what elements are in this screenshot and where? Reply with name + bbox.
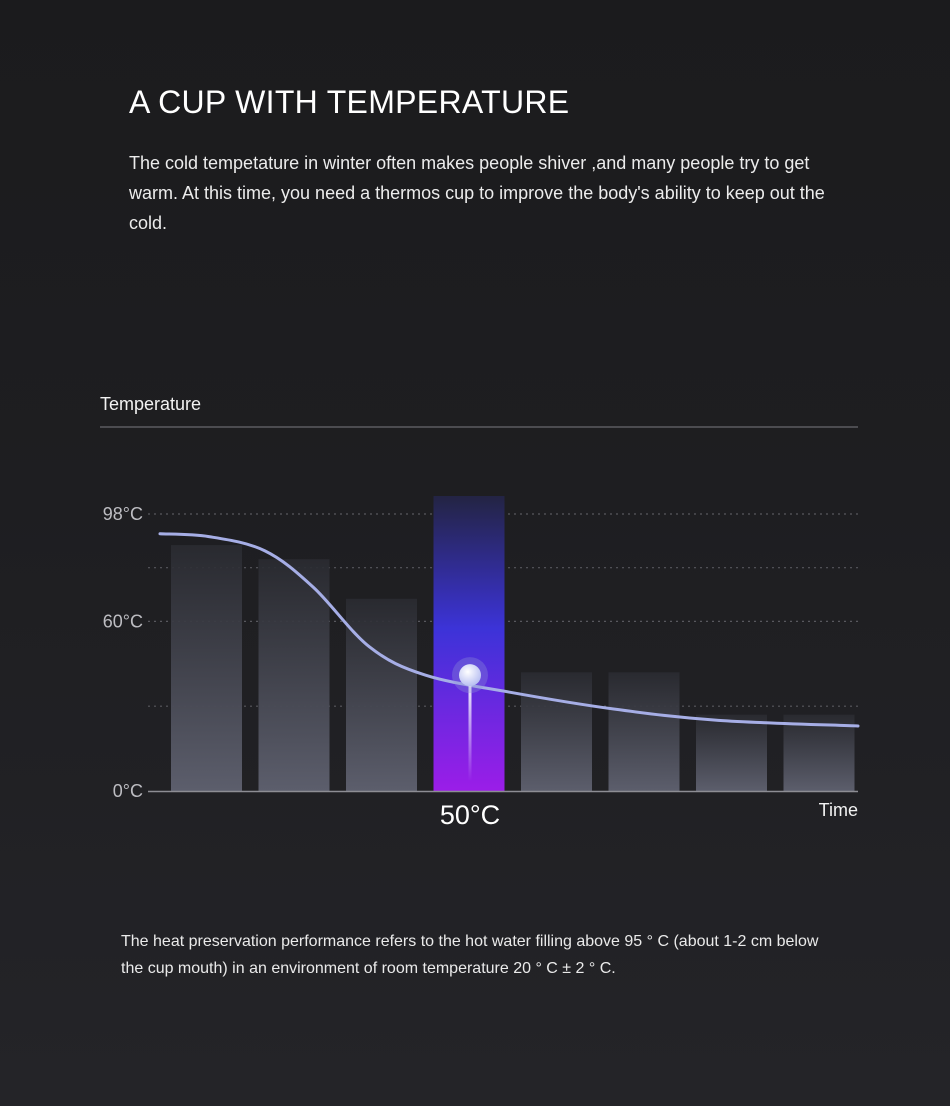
- intro-paragraph: The cold tempetature in winter often mak…: [129, 153, 825, 233]
- chart-canvas: 98°C 60°C 0°C: [100, 426, 860, 801]
- y-axis-title: Temperature: [100, 394, 202, 414]
- bar: [783, 714, 855, 791]
- page-title: A CUP WITH TEMPERATURE: [129, 84, 570, 120]
- x-axis-title: Time: [818, 800, 858, 820]
- temperature-curve: [158, 532, 860, 728]
- bar: [171, 545, 242, 791]
- bar: [521, 672, 592, 791]
- footnote: The heat preservation performance refers…: [121, 933, 819, 977]
- y-tick-label: 60°C: [103, 611, 143, 631]
- bar: [346, 598, 417, 791]
- y-tick-label: 98°C: [103, 504, 143, 524]
- bar: [696, 714, 767, 791]
- bar: [258, 559, 330, 791]
- highlight-point: [459, 664, 481, 687]
- highlight-stem: [468, 675, 472, 781]
- bar: [608, 672, 680, 791]
- highlight-value-label: 50°C: [439, 800, 501, 830]
- temperature-chart: Temperature 98°C 60°C 0°C 50°C Time: [0, 380, 950, 860]
- y-tick-label: 0°C: [113, 781, 143, 801]
